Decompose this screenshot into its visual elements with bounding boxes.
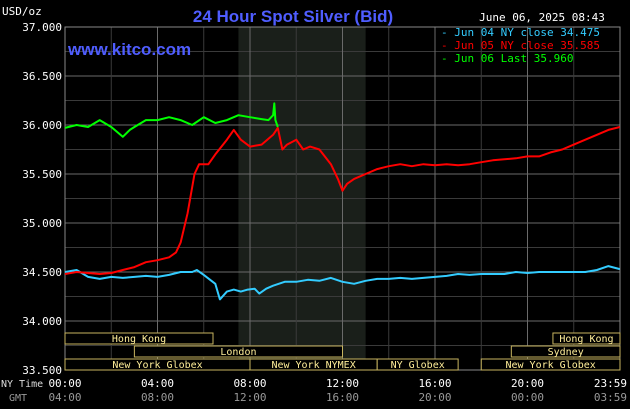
y-tick-label: 37.000 bbox=[22, 21, 62, 34]
session-box bbox=[480, 358, 621, 371]
x-row-label-gmt: GMT bbox=[9, 393, 27, 404]
series-line bbox=[64, 102, 279, 138]
legend: - Jun 04 NY close 34.475- Jun 05 NY clos… bbox=[441, 26, 600, 65]
y-tick-label: 36.000 bbox=[22, 119, 62, 132]
x-tick-label-ny: 12:00 bbox=[326, 377, 359, 390]
chart-title: 24 Hour Spot Silver (Bid) bbox=[193, 7, 393, 26]
x-tick-label-gmt: 08:00 bbox=[141, 391, 174, 404]
x-tick-label-gmt: 16:00 bbox=[326, 391, 359, 404]
legend-entry: - Jun 04 NY close 34.475 bbox=[441, 26, 600, 39]
x-axis-labels: NY Time GMT 00:0004:0004:0008:0008:0012:… bbox=[1, 377, 627, 404]
session-label: Hong Kong bbox=[559, 334, 613, 345]
session-label: New York NYMEX bbox=[271, 360, 355, 371]
session-box bbox=[376, 358, 459, 371]
series-lines bbox=[64, 102, 621, 301]
x-tick-label-ny: 16:00 bbox=[418, 377, 451, 390]
watermark: www.kitco.com bbox=[67, 40, 191, 59]
y-tick-label: 34.000 bbox=[22, 315, 62, 328]
x-tick-label-ny: 04:00 bbox=[141, 377, 174, 390]
session-label: London bbox=[220, 347, 256, 358]
x-tick-label-ny: 23:59 bbox=[594, 377, 627, 390]
session-box bbox=[552, 332, 621, 345]
series-line bbox=[64, 126, 621, 275]
market-sessions: Hong Kong Hong Kong London Sydney New York G… bbox=[64, 332, 621, 371]
session-box bbox=[510, 345, 621, 358]
x-tick-label-ny: 00:00 bbox=[48, 377, 81, 390]
x-tick-label-ny: 20:00 bbox=[511, 377, 544, 390]
session-box bbox=[64, 332, 214, 345]
session-label: Hong Kong bbox=[112, 334, 166, 345]
chart-datetime: June 06, 2025 08:43 bbox=[479, 11, 605, 24]
x-tick-label-ny: 08:00 bbox=[233, 377, 266, 390]
y-tick-label: 35.500 bbox=[22, 168, 62, 181]
y-axis-labels: 37.000 36.500 36.000 35.500 35.000 34.500 34.0… bbox=[22, 21, 62, 377]
x-tick-label-gmt: 12:00 bbox=[233, 391, 266, 404]
y-unit-label: USD/oz bbox=[2, 5, 42, 18]
grid bbox=[64, 26, 621, 371]
session-label: Sydney bbox=[548, 347, 584, 358]
y-tick-label: 33.500 bbox=[22, 364, 62, 377]
x-tick-label-gmt: 20:00 bbox=[418, 391, 451, 404]
series-line bbox=[64, 265, 621, 301]
session-label: NY Globex bbox=[391, 360, 445, 371]
session-label: New York Globex bbox=[505, 360, 595, 371]
y-tick-label: 34.500 bbox=[22, 266, 62, 279]
x-row-label-ny: NY Time bbox=[1, 379, 43, 390]
x-tick-label-gmt: 04:00 bbox=[48, 391, 81, 404]
legend-entry: - Jun 05 NY close 35.585 bbox=[441, 39, 600, 52]
y-tick-label: 36.500 bbox=[22, 70, 62, 83]
session-label: New York Globex bbox=[112, 360, 202, 371]
legend-entry: - Jun 06 Last 35.960 bbox=[441, 52, 573, 65]
x-tick-label-gmt: 03:59 bbox=[594, 391, 627, 404]
session-box bbox=[133, 345, 343, 358]
x-tick-label-gmt: 00:00 bbox=[511, 391, 544, 404]
y-tick-label: 35.000 bbox=[22, 217, 62, 230]
